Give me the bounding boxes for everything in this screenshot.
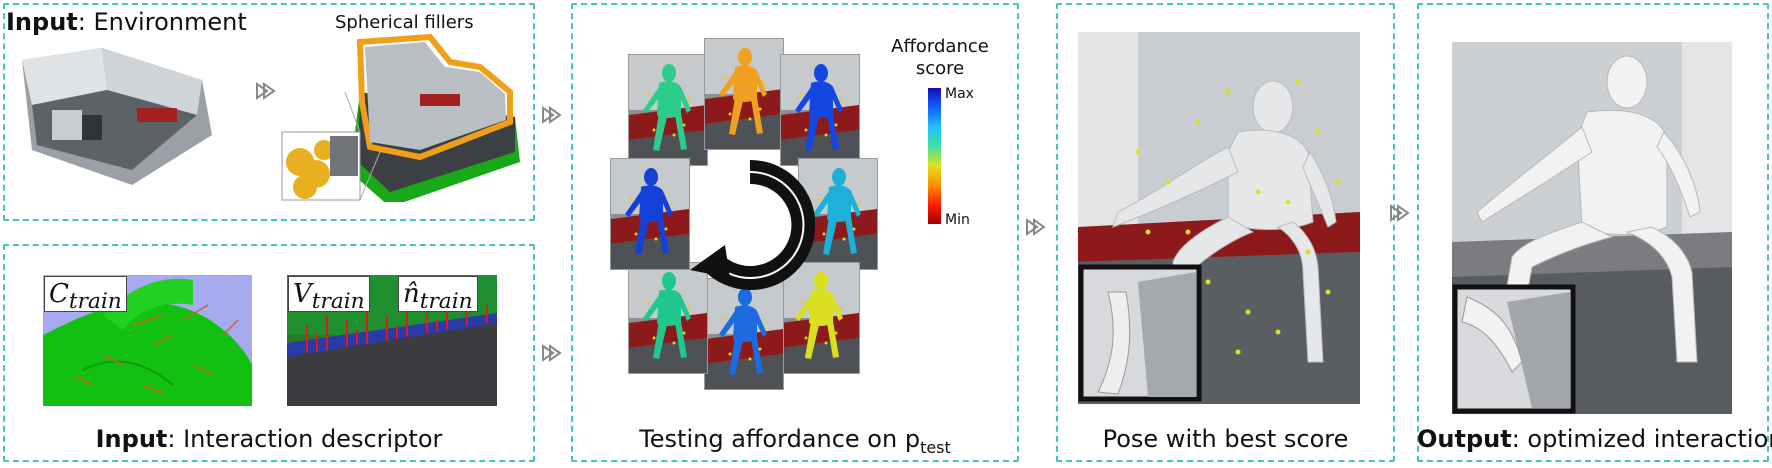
optimized-interaction-image [1452,42,1732,414]
affordance-thumbnail [610,158,690,270]
label-c-subscript: train [68,289,122,315]
label-c-symbol: C [49,279,69,309]
title-rest-text: : optimized interaction [1511,425,1772,453]
flow-arrow-icon [1390,204,1410,222]
affordance-thumbnail [704,38,784,150]
panel-input-descriptor [3,244,535,462]
flow-arrow-icon [542,106,562,124]
panel-testing-caption: Testing affordance on ptest [571,425,1019,457]
title-rest-text: : Interaction descriptor [167,425,443,453]
panel-best-pose-caption: Pose with best score [1102,425,1349,453]
title-rest-text: : Environment [77,8,247,36]
label-v-train: Vtrain [288,276,370,315]
label-v-subscript: train [311,289,365,315]
affordance-thumbnail [780,262,860,374]
legend-max-label: Max [945,86,974,102]
flow-arrow-icon [256,82,276,100]
panel-input-environment [3,3,535,221]
best-pose-image [1078,32,1360,404]
affordance-thumbnail [798,158,878,270]
affordance-thumbnail [704,278,784,390]
title-bold-text: Input [6,8,78,36]
panel-environment-title: Input: Environment [6,8,247,36]
legend-min-label: Min [945,212,970,228]
environment-scan-image [22,48,212,185]
panel-testing-affordance [571,3,1019,462]
label-c-train: Ctrain [44,276,127,315]
label-n-symbol: n̂ [403,279,420,309]
flow-arrow-icon [1026,218,1046,236]
legend-colorbar [928,88,941,224]
title-bold-text: Output [1417,425,1512,453]
spherical-fillers-image [281,33,520,202]
caption-main-text: Testing affordance on p [639,425,921,453]
affordance-thumbnail [780,54,860,166]
legend-title: Affordance score [880,36,1000,80]
affordance-ring [598,38,898,410]
label-v-symbol: V [293,279,312,309]
panel-descriptor-title: Input: Interaction descriptor [3,425,535,453]
flow-arrow-icon [542,344,562,362]
panel-output [1417,3,1769,462]
legend-title-line1: Affordance [891,36,989,57]
cycle-arrow-icon [690,160,815,290]
affordance-thumbnail [628,54,708,166]
spherical-fillers-label: Spherical fillers [335,12,474,33]
panel-output-caption: Output: optimized interaction [1417,425,1772,453]
title-bold-text: Input [95,425,168,453]
legend-title-line2: score [915,58,965,79]
affordance-thumbnail [628,262,708,374]
caption-subscript-text: test [920,437,951,457]
label-n-train: n̂train [398,276,478,315]
label-n-subscript: train [419,289,473,315]
panel-best-pose [1056,3,1395,462]
